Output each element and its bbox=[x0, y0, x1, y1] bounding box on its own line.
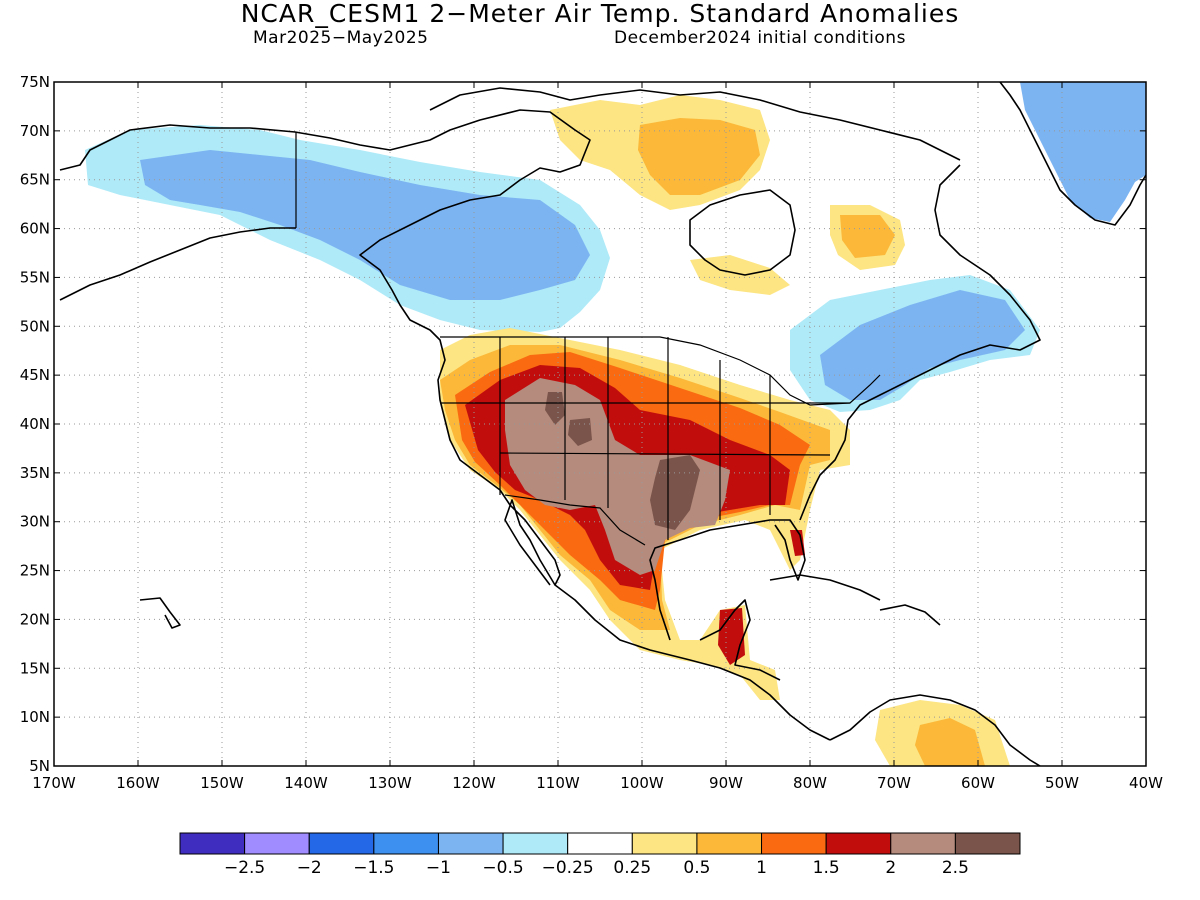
initial-conditions-label: December2024 initial conditions bbox=[614, 28, 906, 48]
colorbar-swatch bbox=[437, 832, 504, 855]
lat-label: 50N bbox=[20, 317, 50, 335]
lat-label: 60N bbox=[20, 220, 50, 238]
lon-label: 160W bbox=[116, 774, 160, 792]
lat-label: 15N bbox=[20, 659, 50, 677]
lon-label: 100W bbox=[620, 774, 664, 792]
colorbar-swatch bbox=[631, 832, 698, 855]
coastline-cuba bbox=[769, 574, 881, 601]
lon-label: 80W bbox=[793, 774, 827, 792]
colorbar-label: −1 bbox=[426, 858, 451, 878]
lat-label: 75N bbox=[20, 73, 50, 91]
lon-label: 110W bbox=[536, 774, 580, 792]
colorbar-swatch bbox=[954, 832, 1021, 855]
lon-label: 150W bbox=[200, 774, 244, 792]
lon-label: 70W bbox=[877, 774, 911, 792]
anomaly-region-greenland bbox=[1020, 82, 1146, 222]
coastline-hudson-bay bbox=[689, 189, 796, 276]
lat-label: 20N bbox=[20, 610, 50, 628]
lat-label: 35N bbox=[20, 464, 50, 482]
colorbar-label: 2.5 bbox=[942, 858, 969, 878]
colorbar-label: 0.5 bbox=[683, 858, 710, 878]
anomaly-field bbox=[85, 82, 1146, 766]
colorbar-swatch bbox=[825, 832, 892, 855]
latitude-labels: 75N 70N 65N 60N 55N 50N 45N 40N 35N 30N 25N 20N 15N 1… bbox=[20, 73, 1146, 775]
coastline-gulf bbox=[649, 519, 806, 641]
coastline-alaska-south bbox=[59, 227, 296, 301]
anomaly-region-south-america-warm bbox=[915, 718, 985, 766]
lat-label: 10N bbox=[20, 708, 50, 726]
colorbar-label: −2 bbox=[297, 858, 322, 878]
political-borders bbox=[295, 132, 881, 546]
colorbar-label: 2 bbox=[885, 858, 896, 878]
anomaly-region-alaska-cold bbox=[140, 150, 590, 300]
colorbar bbox=[179, 832, 1021, 855]
border-us-canada bbox=[440, 336, 881, 406]
lon-label: 50W bbox=[1045, 774, 1079, 792]
map-title: NCAR_CESM1 2−Meter Air Temp. Standard An… bbox=[240, 0, 960, 28]
colorbar-swatch bbox=[179, 832, 246, 855]
coastline-greenland bbox=[999, 82, 1146, 226]
colorbar-label: −1.5 bbox=[353, 858, 394, 878]
lat-label: 70N bbox=[20, 122, 50, 140]
lon-label: 90W bbox=[709, 774, 743, 792]
anomaly-region-us-extreme-1 bbox=[545, 392, 565, 425]
coastlines bbox=[59, 82, 1146, 766]
border-us-mexico bbox=[504, 494, 646, 546]
lon-label: 60W bbox=[961, 774, 995, 792]
coastline-hawaii bbox=[139, 597, 181, 629]
anomaly-region-us-extreme-3 bbox=[650, 455, 700, 530]
colorbar-swatch bbox=[373, 832, 439, 855]
colorbar-label: −0.5 bbox=[482, 858, 523, 878]
anomaly-region-northeast-cold bbox=[820, 290, 1025, 400]
coastline-east-us bbox=[799, 164, 1041, 521]
coastline-yucatan bbox=[699, 599, 781, 681]
lat-label: 25N bbox=[20, 562, 50, 580]
longitude-labels: 170W 160W 150W 140W 130W 120W 110W 100W 90W 80W 70… bbox=[32, 82, 1163, 792]
colorbar-swatch bbox=[890, 832, 956, 855]
graticule bbox=[54, 82, 1146, 766]
anomaly-region-canada-warm-2 bbox=[638, 118, 760, 195]
border-state-h2 bbox=[499, 452, 831, 456]
season-label: Mar2025−May2025 bbox=[253, 28, 429, 48]
anomaly-region-quebec-warm-2 bbox=[840, 215, 895, 258]
colorbar-label: 1 bbox=[756, 858, 767, 878]
anomaly-region-us-extreme-2 bbox=[568, 418, 592, 446]
colorbar-swatch bbox=[567, 832, 633, 855]
lon-label: 40W bbox=[1129, 774, 1163, 792]
colorbar-labels: −2.5 −2 −1.5 −1 −0.5 −0.25 0.25 0.5 1 1.5 2 2.5 bbox=[224, 858, 969, 878]
lon-label: 170W bbox=[32, 774, 76, 792]
coastline-mexico-pacific bbox=[554, 584, 831, 741]
coastline-alaska bbox=[59, 109, 591, 586]
lat-label: 45N bbox=[20, 366, 50, 384]
colorbar-swatch bbox=[244, 832, 310, 855]
colorbar-label: 0.25 bbox=[613, 858, 651, 878]
colorbar-swatch bbox=[761, 832, 827, 855]
coastline-arctic-islands bbox=[429, 87, 961, 161]
lon-label: 120W bbox=[452, 774, 496, 792]
colorbar-swatch bbox=[308, 832, 375, 855]
coastline-hispaniola bbox=[879, 604, 941, 626]
lat-label: 40N bbox=[20, 415, 50, 433]
colorbar-label: −0.25 bbox=[542, 858, 594, 878]
anomaly-region-hudson-warm bbox=[690, 255, 790, 295]
colorbar-label: −2.5 bbox=[224, 858, 265, 878]
lat-label: 5N bbox=[29, 757, 50, 775]
lon-label: 140W bbox=[284, 774, 328, 792]
anomaly-region-florida-hot bbox=[790, 530, 805, 556]
colorbar-swatch bbox=[696, 832, 763, 855]
lon-label: 130W bbox=[368, 774, 412, 792]
coastline-south-america bbox=[829, 694, 1041, 766]
lat-label: 30N bbox=[20, 513, 50, 531]
colorbar-label: 1.5 bbox=[813, 858, 840, 878]
lat-label: 65N bbox=[20, 171, 50, 189]
lat-label: 55N bbox=[20, 268, 50, 286]
colorbar-swatch bbox=[502, 832, 569, 855]
